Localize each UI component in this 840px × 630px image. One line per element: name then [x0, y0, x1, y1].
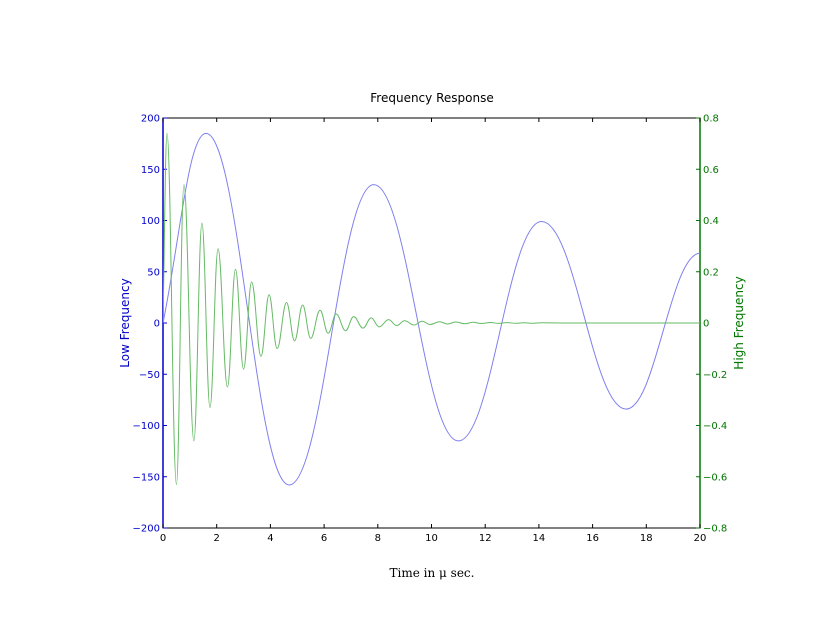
low-frequency-line — [163, 132, 700, 486]
right-y-tick-label: −0.6 — [703, 472, 727, 483]
right-y-tick-label: 0.8 — [703, 114, 719, 125]
x-tick-label: 6 — [321, 533, 327, 544]
right-y-tick-label: −0.4 — [703, 421, 727, 432]
x-tick-label: 10 — [425, 533, 438, 544]
right-y-tick-label: 0.4 — [703, 216, 719, 227]
x-tick-label: 2 — [214, 533, 220, 544]
left-y-tick-label: 200 — [141, 114, 160, 125]
left-y-tick-label: −200 — [133, 524, 160, 535]
x-tick-label: 8 — [375, 533, 381, 544]
left-y-tick-label: 150 — [141, 165, 160, 176]
right-y-axis-label: High Frequency — [732, 276, 746, 369]
x-tick-label: 12 — [479, 533, 492, 544]
right-y-tick-label: −0.8 — [703, 524, 727, 535]
x-axis-label: Time in μ sec. — [390, 566, 475, 580]
left-y-tick-label: 50 — [147, 267, 160, 278]
right-y-tick-label: 0.2 — [703, 267, 719, 278]
x-tick-label: 16 — [586, 533, 599, 544]
x-tick-label: 0 — [160, 533, 166, 544]
x-tick-label: 4 — [267, 533, 273, 544]
left-y-tick-label: −150 — [133, 472, 160, 483]
x-tick-label: 14 — [533, 533, 546, 544]
left-y-tick-label: −100 — [133, 421, 160, 432]
left-y-axis-label: Low Frequency — [118, 278, 132, 367]
right-y-tick-label: 0.6 — [703, 165, 719, 176]
left-y-tick-label: 0 — [154, 319, 160, 330]
high-frequency-line — [163, 132, 700, 485]
right-y-tick-label: −0.2 — [703, 370, 727, 381]
left-y-tick-label: −50 — [139, 370, 160, 381]
x-tick-label: 18 — [640, 533, 653, 544]
right-y-tick-label: 0 — [703, 319, 709, 330]
x-tick-label: 20 — [694, 533, 707, 544]
left-y-tick-label: 100 — [141, 216, 160, 227]
chart-title: Frequency Response — [370, 91, 493, 105]
